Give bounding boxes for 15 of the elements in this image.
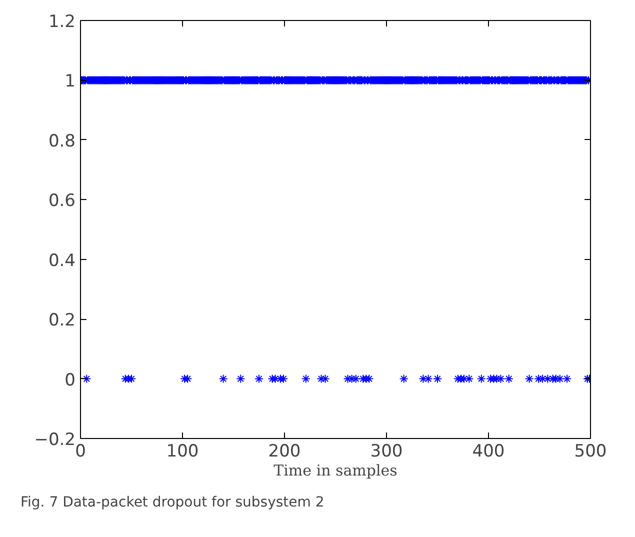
y-tick-label: 0.8	[48, 131, 76, 152]
y-tick-label: 0	[64, 370, 76, 390]
y-tick-label: 0.6	[48, 191, 76, 212]
y-tick-label: 1.2	[48, 12, 76, 32]
caption: Fig. 7 Data-packet dropout for subsystem 2	[20, 494, 324, 510]
x-tick-label: 500	[574, 442, 607, 462]
y-tick-label: −0.2	[34, 430, 76, 450]
y-tick-label: 1	[64, 72, 76, 92]
y-tick-label: 0.4	[48, 250, 76, 271]
x-tick-label: 100	[166, 442, 199, 462]
y-tick-label: 0.2	[48, 310, 76, 331]
x-tick-label: 400	[472, 442, 505, 462]
x-axis-title: Time in samples	[274, 462, 398, 480]
x-tick-label: 200	[268, 442, 301, 462]
x-tick-label: 300	[370, 442, 403, 462]
